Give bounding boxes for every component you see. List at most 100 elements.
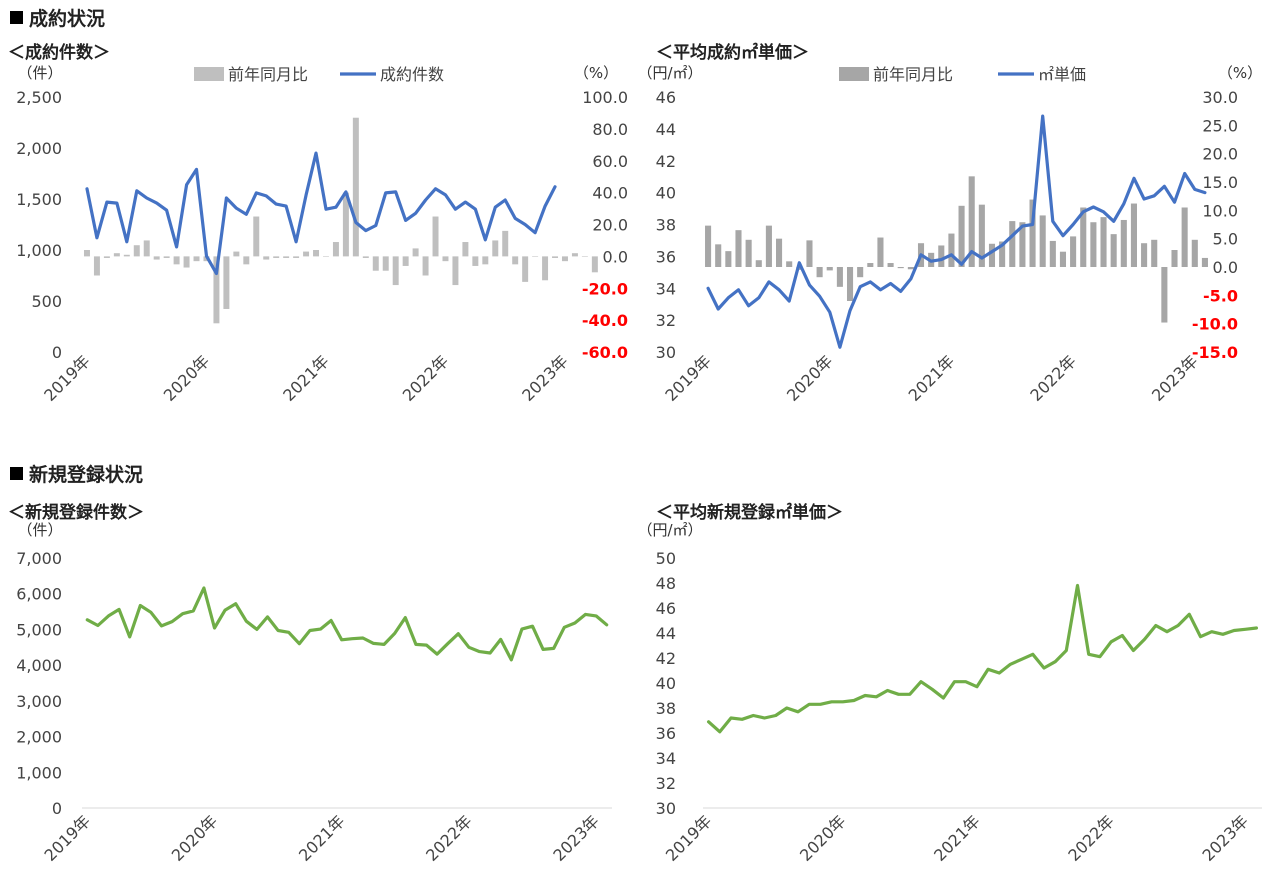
- y-tick-label: 38: [656, 216, 676, 235]
- x-tick-label: 2019年: [40, 351, 94, 405]
- y2-tick-label: -10.0: [1192, 315, 1238, 334]
- y2-tick-label: 25.0: [1202, 116, 1238, 135]
- y-tick-label: 44: [656, 624, 676, 643]
- square-bullet-icon: [10, 467, 23, 480]
- yoy-bar: [561, 256, 568, 262]
- x-tick-label: 2020年: [168, 811, 222, 865]
- yoy-bar: [938, 245, 945, 267]
- yoy-bar: [1090, 222, 1097, 267]
- yoy-bar: [522, 256, 529, 282]
- y2-tick-label: 60.0: [592, 152, 628, 171]
- chart-contract-unit-price: 30 32 34 36 38 40 42 44 46 （円/㎡） -15.0 -10.0 -5.0 0.0…: [637, 64, 1262, 405]
- yoy-bar: [392, 256, 399, 286]
- legend-label: 成約件数: [380, 65, 444, 84]
- yoy-bar: [303, 251, 310, 257]
- yoy-bar: [382, 256, 389, 271]
- yoy-bar: [705, 225, 712, 267]
- y-tick-label: 42: [656, 649, 676, 668]
- yoy-bar: [322, 256, 329, 257]
- x-tick-label: 2021年: [930, 811, 984, 865]
- y-tick-label: 32: [656, 311, 676, 330]
- x-tick-label: 2022年: [422, 811, 476, 865]
- yoy-bar: [173, 256, 180, 265]
- yoy-bar: [1019, 222, 1026, 267]
- y-tick-label: 5,000: [16, 620, 62, 639]
- y-tick-label: 1,500: [16, 190, 62, 209]
- yoy-bar: [1039, 215, 1046, 267]
- chart-new-listing-unit-price: 30 32 34 36 38 40 42 44 46 48 50 （円/㎡） 2019年 2020年 202…: [637, 521, 1262, 865]
- yoy-bar: [462, 242, 469, 257]
- yoy-bar: [452, 256, 459, 286]
- y-tick-label: 32: [656, 774, 676, 793]
- yoy-bar: [806, 240, 813, 267]
- series-line: [85, 151, 557, 276]
- y-axis-unit: （件）: [17, 521, 62, 539]
- yoy-bar: [887, 263, 894, 267]
- yoy-bar: [1141, 243, 1148, 267]
- y-axis-unit: （件）: [17, 64, 62, 82]
- chart-title-listings: ＜新規登録件数＞: [8, 503, 144, 523]
- series-line: [706, 583, 1259, 734]
- chart-title-listing-price: ＜平均新規登録㎡単価＞: [656, 503, 843, 523]
- y2-axis-unit: （%）: [1218, 64, 1262, 82]
- yoy-bar: [492, 240, 499, 257]
- yoy-bar: [193, 256, 200, 262]
- yoy-bar: [1181, 207, 1188, 267]
- yoy-bar: [968, 176, 975, 267]
- yoy-bar: [948, 233, 955, 267]
- y-tick-label: 1,000: [16, 241, 62, 260]
- section-title-contracts-text: 成約状況: [29, 8, 106, 30]
- legend-label: 前年同月比: [873, 65, 953, 84]
- yoy-bar: [153, 256, 160, 260]
- yoy-bar: [313, 250, 320, 257]
- yoy-bar: [765, 225, 772, 267]
- yoy-bar: [293, 256, 300, 258]
- yoy-bar: [542, 256, 549, 281]
- y-tick-label: 50: [656, 549, 676, 568]
- y-tick-label: 46: [656, 599, 676, 618]
- x-tick-label: 2023年: [1148, 351, 1202, 405]
- x-tick-label: 2021年: [905, 351, 959, 405]
- section-title-listings: 新規登録状況: [10, 460, 143, 487]
- y-tick-label: 3,000: [16, 692, 62, 711]
- yoy-bar: [1100, 217, 1107, 267]
- y-tick-label: 500: [31, 292, 62, 311]
- yoy-bar: [776, 238, 783, 267]
- yoy-bar: [113, 253, 120, 257]
- y2-tick-label: 30.0: [1202, 88, 1238, 107]
- y2-tick-label: 20.0: [592, 216, 628, 235]
- y-tick-label: 36: [656, 247, 676, 266]
- x-tick-label: 2023年: [549, 811, 603, 865]
- yoy-bar: [897, 267, 904, 269]
- x-tick-label: 2019年: [41, 811, 95, 865]
- y-tick-label: 30: [656, 343, 676, 362]
- yoy-bar: [502, 230, 509, 257]
- y-tick-label: 42: [656, 152, 676, 171]
- yoy-bar: [1191, 239, 1198, 267]
- yoy-bar: [352, 117, 359, 257]
- legend-label: 前年同月比: [228, 65, 308, 84]
- yoy-bar: [412, 248, 419, 257]
- section-title-listings-text: 新規登録状況: [29, 464, 144, 486]
- y-tick-label: 2,000: [16, 139, 62, 158]
- y-tick-label: 40: [656, 674, 676, 693]
- yoy-bar: [735, 230, 742, 267]
- yoy-bar: [243, 256, 250, 265]
- yoy-bar: [273, 256, 280, 258]
- y-tick-label: 2,500: [16, 88, 62, 107]
- series-line: [85, 586, 609, 662]
- x-tick-label: 2022年: [1026, 351, 1080, 405]
- y2-tick-label: 80.0: [592, 120, 628, 139]
- yoy-bar: [988, 243, 996, 267]
- yoy-bar: [1130, 203, 1137, 267]
- yoy-bar: [472, 256, 479, 266]
- yoy-bar: [233, 251, 240, 257]
- x-tick-label: 2022年: [1064, 811, 1118, 865]
- chart-title-contracts: ＜成約件数＞: [8, 43, 110, 63]
- yoy-bar: [826, 267, 833, 271]
- yoy-bar: [1029, 199, 1036, 267]
- yoy-bar: [83, 250, 90, 257]
- yoy-bar: [725, 251, 732, 267]
- x-tick-label: 2021年: [295, 811, 349, 865]
- y2-tick-label: -5.0: [1203, 286, 1238, 305]
